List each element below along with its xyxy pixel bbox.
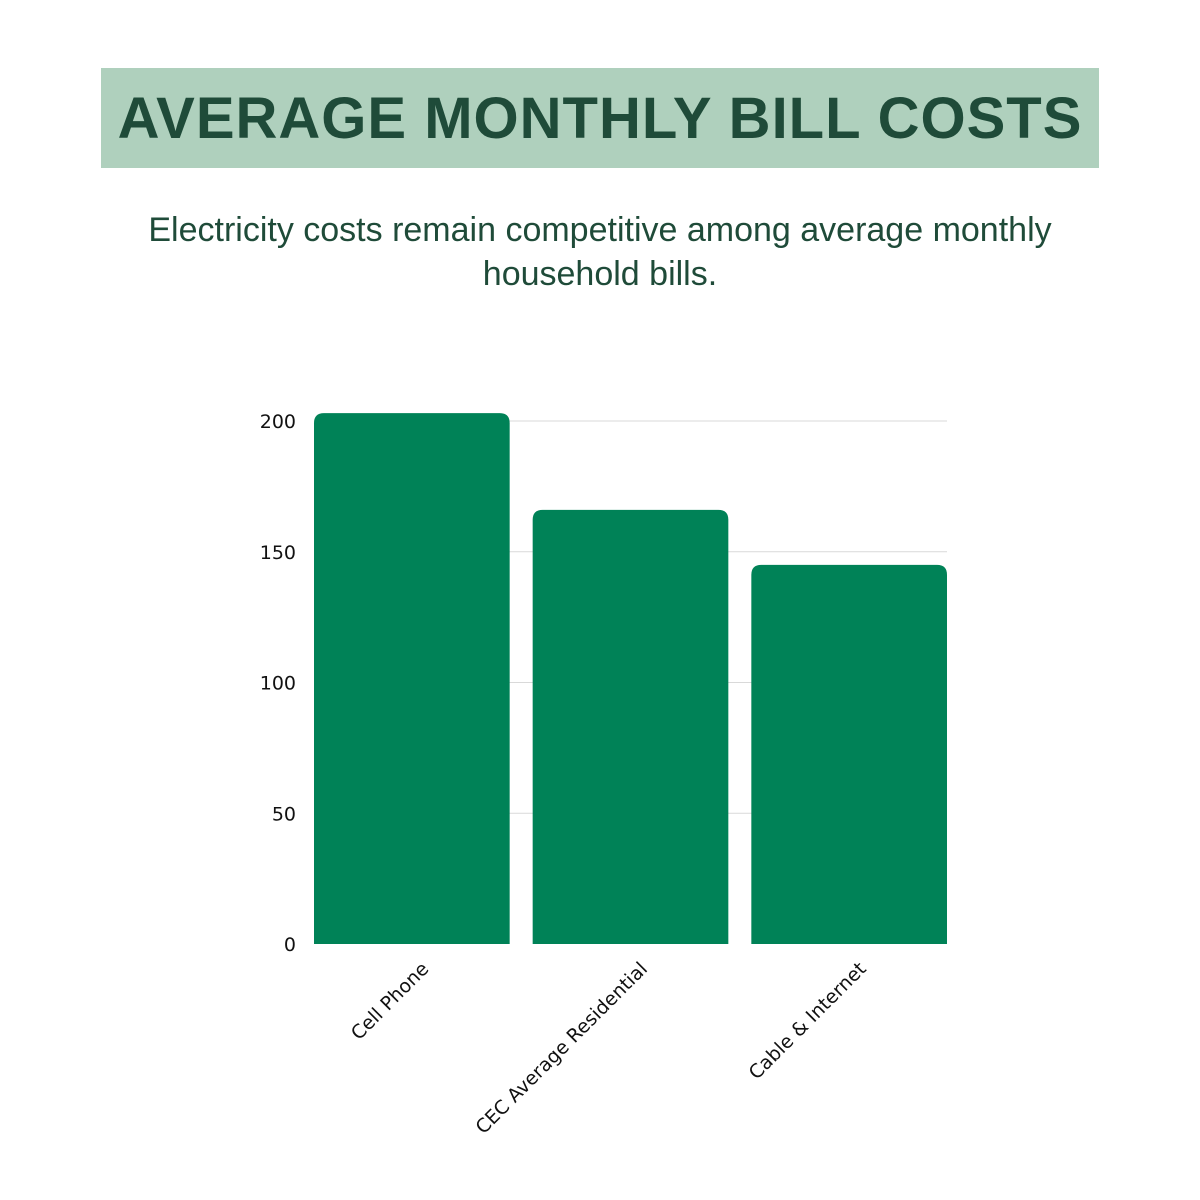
title-banner: AVERAGE MONTHLY BILL COSTS <box>101 68 1099 168</box>
y-tick-label: 200 <box>260 411 296 433</box>
x-tick-label: Cell Phone <box>347 958 434 1045</box>
y-tick-label: 0 <box>284 934 296 956</box>
y-tick-label: 50 <box>272 803 296 825</box>
subtitle: Electricity costs remain competitive amo… <box>148 211 1052 293</box>
bar <box>751 564 947 944</box>
x-tick-label: CEC Average Residential <box>472 958 653 1139</box>
y-tick-label: 100 <box>260 673 296 695</box>
bar <box>314 413 510 944</box>
x-tick-label: Cable & Internet <box>745 958 871 1084</box>
bar <box>532 509 729 944</box>
page-title: AVERAGE MONTHLY BILL COSTS <box>117 85 1083 151</box>
y-tick-label: 150 <box>260 542 296 564</box>
